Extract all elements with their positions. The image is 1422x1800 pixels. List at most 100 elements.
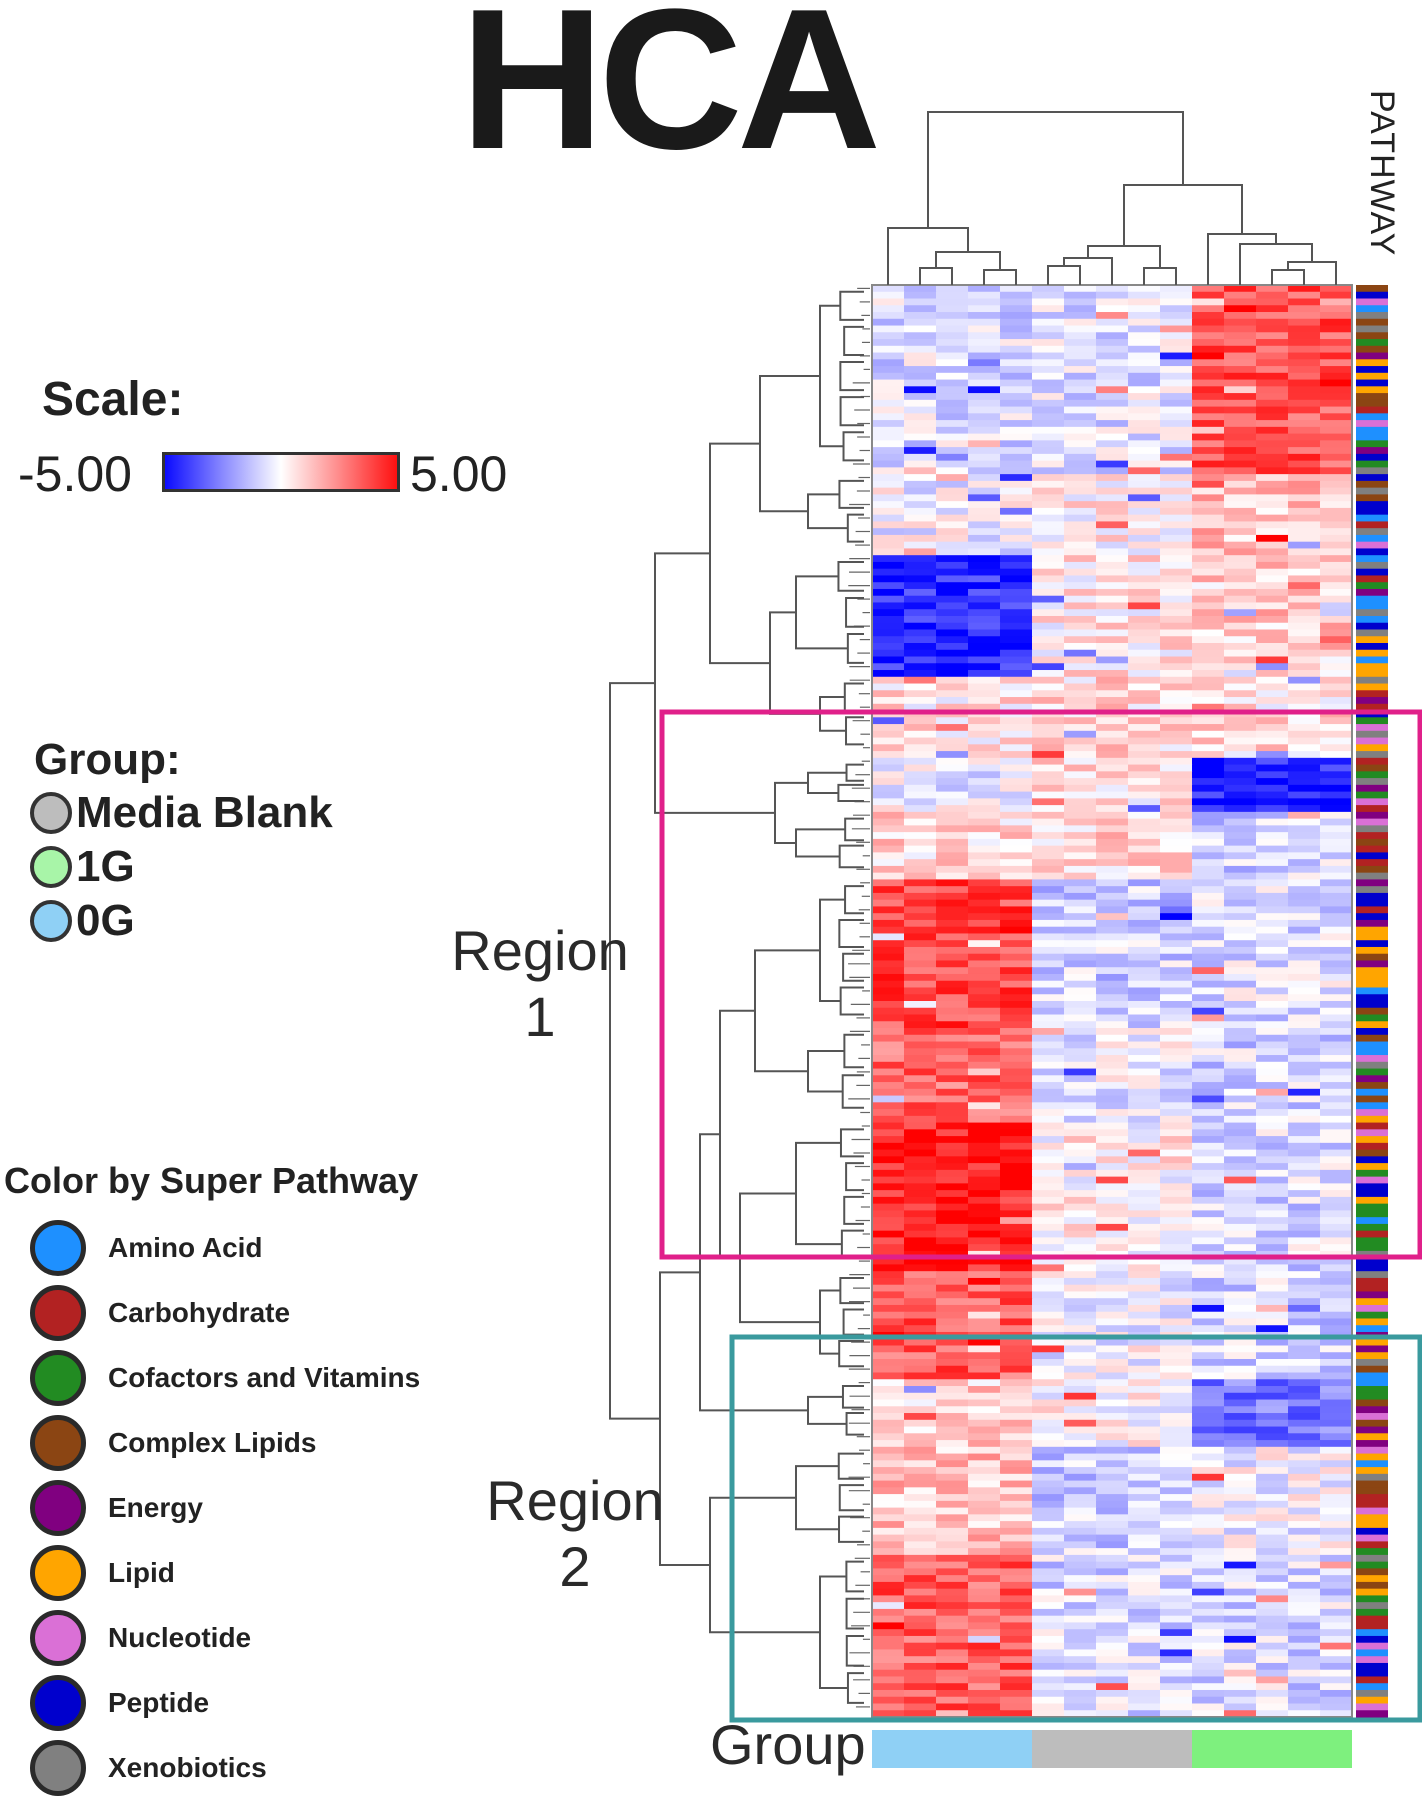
heatmap-cell <box>936 1710 969 1718</box>
heatmap-cell <box>1032 872 1065 881</box>
heatmap-cell <box>1096 1129 1129 1137</box>
heatmap-cell <box>904 1494 937 1502</box>
heatmap-cell <box>1096 528 1129 536</box>
pathway-color-cell <box>1356 588 1388 597</box>
heatmap-cell <box>904 1028 937 1036</box>
heatmap-cell <box>1160 663 1193 671</box>
heatmap-cell <box>968 1325 1001 1333</box>
row-dendrogram-branch <box>654 552 775 814</box>
pathway-color-cell <box>1356 670 1388 678</box>
row-dendrogram-branch <box>795 1141 842 1246</box>
heatmap-cell <box>904 501 937 509</box>
heatmap-cell <box>1288 757 1321 766</box>
pathway-legend-item: Lipid <box>30 1543 175 1603</box>
heatmap-cell <box>936 1588 969 1597</box>
heatmap-cell <box>1192 1480 1225 1488</box>
heatmap-cell <box>1032 1629 1065 1637</box>
heatmap-cell <box>1256 899 1289 908</box>
heatmap-cell <box>1288 399 1321 408</box>
heatmap-cell <box>968 1088 1001 1097</box>
heatmap-cell <box>1128 1082 1161 1090</box>
heatmap-cell <box>936 1649 969 1657</box>
heatmap-cell <box>936 744 969 752</box>
heatmap-cell <box>1224 798 1257 806</box>
heatmap-cell <box>1000 399 1033 408</box>
heatmap-cell <box>1320 528 1353 536</box>
heatmap-cell <box>872 879 905 887</box>
row-dendrogram-branch <box>845 596 864 628</box>
heatmap-cell <box>1096 960 1129 968</box>
heatmap-cell <box>1288 1156 1321 1164</box>
heatmap-cell <box>904 528 937 536</box>
heatmap-cell <box>1096 973 1129 982</box>
heatmap-cell <box>872 1082 905 1090</box>
heatmap-cell <box>904 960 937 968</box>
heatmap-cell <box>1064 568 1097 577</box>
heatmap-cell <box>1064 339 1097 347</box>
pathway-color-cell <box>1356 1237 1388 1245</box>
heatmap-cell <box>1032 1710 1065 1718</box>
heatmap-cell <box>1096 433 1129 441</box>
heatmap-cell <box>904 413 937 421</box>
heatmap-cell <box>1064 447 1097 455</box>
heatmap-cell <box>904 1345 937 1353</box>
heatmap-cell <box>1096 1271 1129 1279</box>
heatmap-cell <box>968 1115 1001 1124</box>
heatmap-cell <box>968 379 1001 387</box>
heatmap-cell <box>1160 406 1193 414</box>
group-bar-label: Group <box>710 1713 866 1776</box>
heatmap-cell <box>1032 460 1065 468</box>
heatmap-cell <box>1192 1386 1225 1394</box>
heatmap-cell <box>1128 561 1161 570</box>
pathway-color-cell <box>1356 1304 1388 1313</box>
heatmap-cell <box>936 602 969 610</box>
heatmap-cell <box>1096 697 1129 705</box>
heatmap-cell <box>1000 1656 1033 1664</box>
heatmap-cell <box>1224 1372 1257 1380</box>
heatmap-cell <box>904 1122 937 1130</box>
pathway-color-cell <box>1356 1446 1388 1455</box>
pathway-color-cell <box>1356 1689 1388 1698</box>
group-legend-label: 0G <box>76 896 135 945</box>
heatmap-cell <box>1160 1298 1193 1306</box>
heatmap-cell <box>1128 602 1161 610</box>
heatmap-cell <box>1320 744 1353 752</box>
heatmap-cell <box>1064 1237 1097 1245</box>
heatmap-cell <box>1256 1264 1289 1272</box>
region-2-word: Region <box>486 1469 664 1532</box>
chart-title: HCA <box>460 0 881 191</box>
heatmap-cell <box>1128 1217 1161 1225</box>
heatmap-cell <box>1288 588 1321 597</box>
pathway-legend-item: Carbohydrate <box>30 1283 290 1343</box>
heatmap-cell <box>1160 339 1193 347</box>
heatmap-cell <box>1256 548 1289 556</box>
heatmap-cell <box>1000 906 1033 914</box>
heatmap-cell <box>1000 575 1033 583</box>
heatmap-cell <box>1320 561 1353 570</box>
heatmap-cell <box>1160 1507 1193 1515</box>
heatmap-cell <box>1288 1440 1321 1448</box>
heatmap-cell <box>1288 865 1321 874</box>
heatmap-cell <box>1288 1676 1321 1684</box>
heatmap-cell <box>872 1703 905 1711</box>
pathway-color-cell <box>1356 325 1388 333</box>
heatmap-cell <box>872 1561 905 1569</box>
heatmap-cell <box>936 913 969 921</box>
heatmap-cell <box>1000 332 1033 340</box>
heatmap-cell <box>968 1662 1001 1671</box>
heatmap-cell <box>936 717 969 725</box>
heatmap-cell <box>1096 690 1129 698</box>
heatmap-cell <box>968 1487 1001 1495</box>
heatmap-cell <box>1192 501 1225 509</box>
heatmap-cell <box>1064 1169 1097 1178</box>
heatmap-cell <box>968 352 1001 360</box>
heatmap-cell <box>1160 1325 1193 1333</box>
heatmap-cell <box>1128 811 1161 820</box>
pathway-color-cell <box>1356 460 1388 468</box>
heatmap-cell <box>1256 1345 1289 1353</box>
heatmap-cell <box>1000 1507 1033 1515</box>
heatmap-cell <box>1320 784 1353 793</box>
heatmap-cell <box>1128 1284 1161 1293</box>
heatmap-cell <box>1160 1656 1193 1664</box>
heatmap-cell <box>1256 926 1289 935</box>
